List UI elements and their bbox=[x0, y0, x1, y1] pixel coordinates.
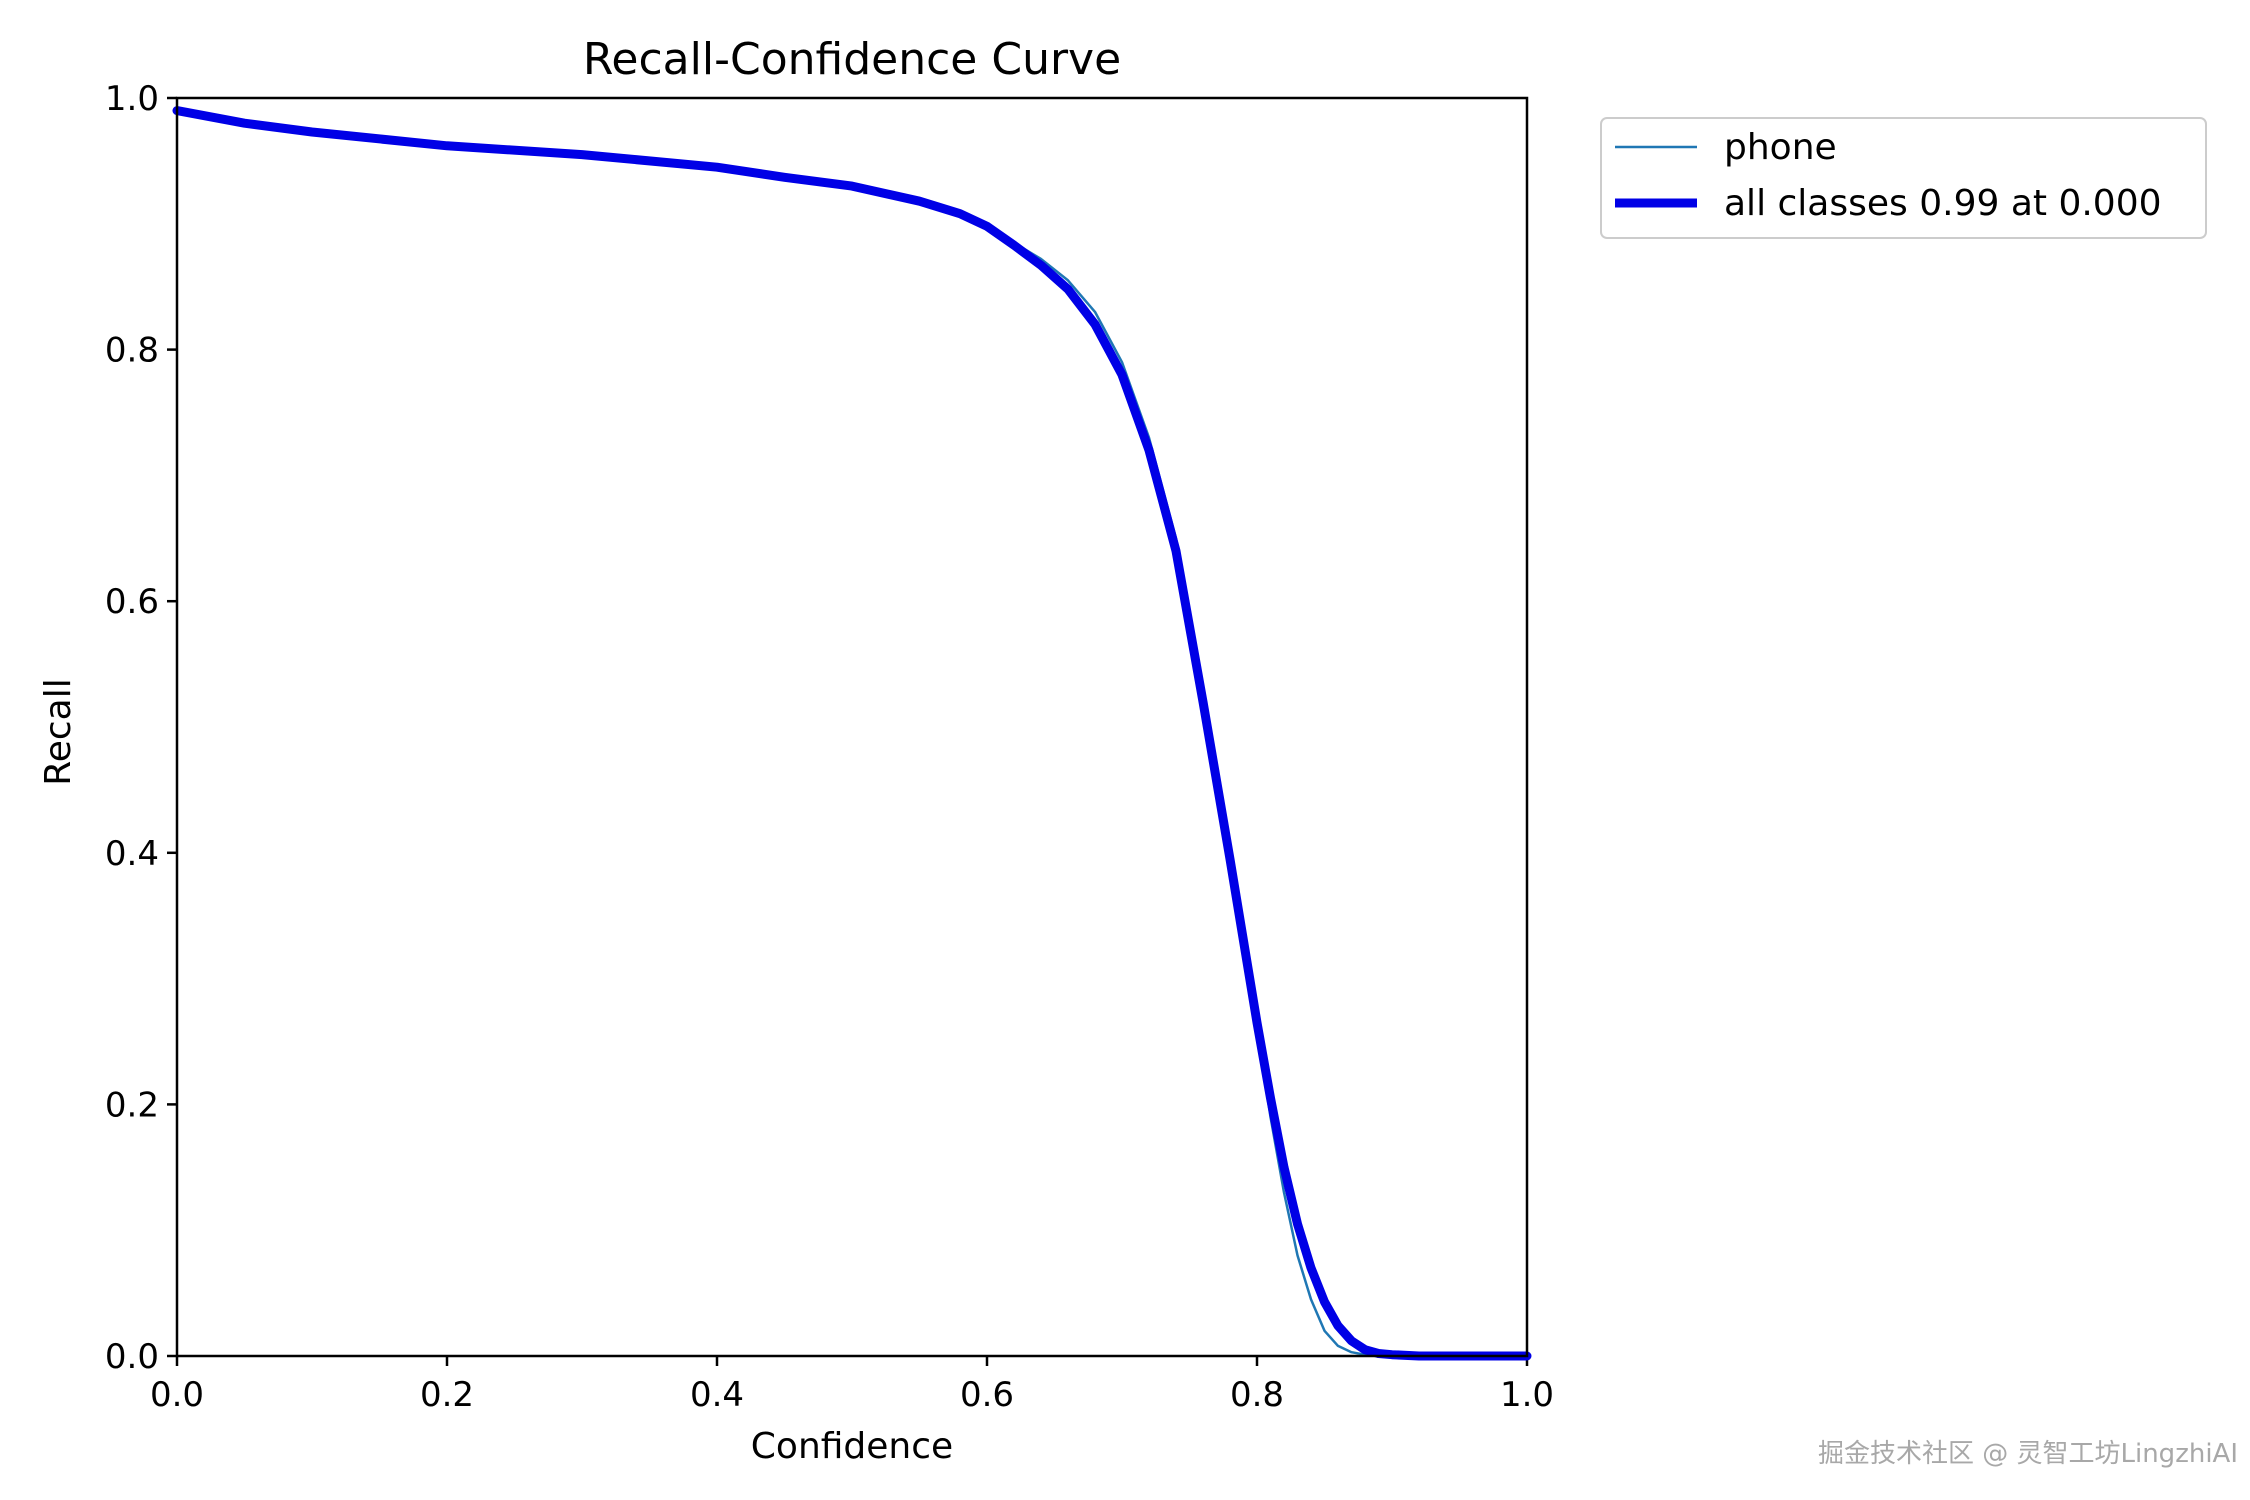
x-tick-label: 0.6 bbox=[960, 1375, 1014, 1415]
x-axis-ticks: 0.0 0.2 0.4 0.6 0.8 1.0 bbox=[150, 1356, 1554, 1415]
x-tick-label: 0.2 bbox=[420, 1375, 474, 1415]
legend-label: all classes 0.99 at 0.000 bbox=[1724, 183, 2162, 224]
x-axis-label: Confidence bbox=[751, 1426, 953, 1467]
x-tick-label: 0.0 bbox=[150, 1375, 204, 1415]
y-axis-ticks: 0.0 0.2 0.4 0.6 0.8 1.0 bbox=[105, 79, 177, 1377]
y-tick-label: 0.8 bbox=[105, 331, 159, 371]
plot-frame bbox=[175, 96, 1529, 1358]
y-tick-label: 0.4 bbox=[105, 834, 159, 874]
series-line-all-classes bbox=[172, 106, 1532, 1361]
chart-title: Recall-Confidence Curve bbox=[583, 34, 1121, 85]
legend-box bbox=[1600, 117, 2207, 239]
y-tick-label: 1.0 bbox=[105, 79, 159, 119]
y-axis-label: Recall bbox=[38, 678, 79, 785]
watermark: 掘金技术社区 @ 灵智工坊LingzhiAI bbox=[1817, 1439, 2238, 1469]
legend-label: phone bbox=[1724, 127, 1837, 168]
legend-item-all-classes: all classes 0.99 at 0.000 bbox=[1615, 183, 2162, 224]
legend-item-phone: phone bbox=[1615, 127, 1837, 168]
x-tick-label: 1.0 bbox=[1500, 1375, 1554, 1415]
x-tick-label: 0.4 bbox=[690, 1375, 744, 1415]
y-tick-label: 0.2 bbox=[105, 1085, 159, 1125]
legend: phone all classes 0.99 at 0.000 bbox=[1600, 117, 2207, 239]
plot-lines bbox=[172, 106, 1532, 1361]
y-tick-label: 0.0 bbox=[105, 1337, 159, 1377]
x-tick-label: 0.8 bbox=[1230, 1375, 1284, 1415]
series-line-phone bbox=[175, 109, 1529, 1358]
y-tick-label: 0.6 bbox=[105, 582, 159, 622]
